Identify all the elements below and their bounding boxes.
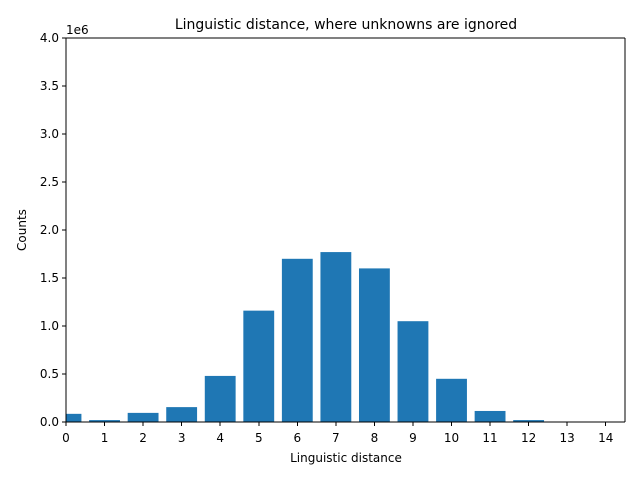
y-tick-label-2.0: 2.0 [40,223,59,237]
x-tick-label-5: 5 [255,431,263,445]
y-tick-label-1.5: 1.5 [40,271,59,285]
x-tick-label-13: 13 [560,431,575,445]
bar-0 [66,413,82,422]
y-scale-label: 1e6 [66,23,89,37]
bar-6 [281,258,313,422]
x-tick-label-4: 4 [216,431,224,445]
bars-group [66,252,622,422]
x-tick-label-0: 0 [62,431,70,445]
bar-10 [436,378,467,422]
x-ticks-group: 0 1 2 3 4 5 6 7 8 9 10 11 12 13 14 [62,422,613,445]
x-axis-title: Linguistic distance [290,451,402,465]
y-tick-label-4.0: 4.0 [40,31,59,45]
x-tick-label-11: 11 [482,431,497,445]
x-tick-label-2: 2 [139,431,147,445]
x-tick-label-7: 7 [332,431,340,445]
y-tick-label-3.0: 3.0 [40,127,59,141]
bar-4 [204,375,236,422]
y-axis-title: Counts [15,209,29,251]
bar-2 [127,412,159,422]
bar-7 [320,252,352,422]
x-tick-label-9: 9 [409,431,417,445]
x-tick-label-12: 12 [521,431,536,445]
bar-5 [243,310,275,422]
y-tick-label-0.0: 0.0 [40,415,59,429]
axes-frame [65,37,626,423]
x-tick-label-10: 10 [444,431,459,445]
bar-8 [358,268,390,422]
x-tick-label-8: 8 [371,431,379,445]
bar-1 [89,420,120,422]
bar-11 [474,410,506,422]
y-tick-label-0.5: 0.5 [40,367,59,381]
y-tick-label-3.5: 3.5 [40,79,59,93]
x-tick-label-3: 3 [178,431,186,445]
y-ticks-group: 0.0 0.5 1.0 1.5 2.0 2.5 3.0 3.5 4.0 [40,31,66,429]
bar-12 [513,420,545,422]
bar-3 [166,407,198,422]
y-tick-label-2.5: 2.5 [40,175,59,189]
bar-9 [397,321,429,422]
x-tick-label-14: 14 [598,431,613,445]
chart-title: Linguistic distance, where unknowns are … [175,17,517,33]
x-tick-label-1: 1 [101,431,109,445]
x-tick-label-6: 6 [293,431,301,445]
y-tick-label-1.0: 1.0 [40,319,59,333]
